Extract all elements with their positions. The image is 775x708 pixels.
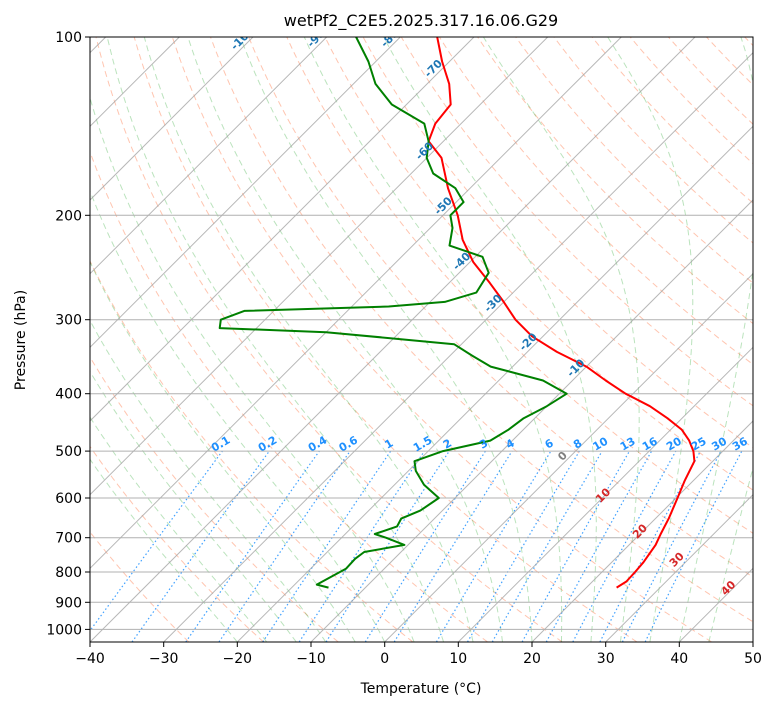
moist-adiabat	[678, 37, 753, 642]
dry-adiabat	[286, 37, 753, 534]
isotherm-line	[310, 199, 753, 642]
isotherm-line	[457, 346, 753, 642]
dry-adiabat	[90, 445, 264, 642]
isotherm-line	[90, 37, 696, 642]
mixing-ratio-line	[218, 450, 351, 642]
x-tick-label: 10	[449, 651, 467, 667]
dry-adiabat	[90, 259, 414, 642]
x-tick-label: 20	[523, 651, 541, 667]
y-tick-label: 800	[55, 565, 82, 581]
x-axis-label: Temperature (°C)	[360, 681, 482, 697]
mixing-ratio-line	[325, 450, 450, 642]
moist-adiabat	[607, 37, 694, 642]
y-axis-ticks: 100 200 300 400 500 600 700 800 900 1000	[46, 30, 90, 638]
mixing-ratio-line	[644, 450, 743, 642]
x-tick-label: 30	[597, 651, 615, 667]
dry-adiabat	[515, 37, 753, 284]
mixing-ratio-line	[545, 450, 653, 642]
isotherm-line	[236, 125, 753, 642]
mixing-ratio-line	[572, 450, 677, 642]
dewpoint-profile-line	[218, 37, 568, 589]
isotherm-line	[384, 272, 753, 642]
y-tick-label: 1000	[46, 622, 82, 638]
isotherm-line	[531, 420, 753, 642]
moist-adiabat	[383, 37, 597, 642]
y-tick-label: 100	[55, 30, 82, 46]
x-axis-ticks: −40 −30 −20 −10 0 10 20 30 40 50	[75, 642, 762, 667]
isotherm-line	[163, 51, 753, 642]
x-tick-label: 40	[670, 651, 688, 667]
moist-adiabat	[106, 37, 445, 642]
moist-adiabat	[303, 37, 563, 642]
moist-adiabat	[482, 37, 640, 642]
x-tick-label: −20	[223, 651, 253, 667]
mixing-ratio-line	[131, 450, 270, 642]
moist-adiabat	[90, 319, 327, 642]
y-tick-label: 200	[55, 208, 82, 224]
x-tick-label: −40	[75, 651, 105, 667]
moist-adiabat	[187, 37, 503, 642]
isotherm-line	[90, 37, 622, 570]
y-tick-label: 600	[55, 491, 82, 507]
moist-adiabat	[708, 466, 753, 642]
moist-adiabat	[143, 37, 474, 642]
isotherm-line	[90, 37, 549, 496]
y-tick-label: 700	[55, 531, 82, 547]
moist-adiabat	[90, 260, 356, 642]
dry-adiabat	[171, 37, 712, 642]
mixing-ratio-line	[262, 450, 392, 642]
x-tick-label: −10	[296, 651, 326, 667]
dry-adiabat	[210, 37, 753, 623]
y-tick-label: 500	[55, 444, 82, 460]
isotherm-line	[90, 37, 475, 422]
mixing-ratio-line	[185, 450, 320, 642]
sounding-series	[218, 37, 696, 589]
y-axis-label: Pressure (hPa)	[13, 290, 29, 390]
dry-adiabat	[133, 37, 638, 642]
isotherm-line	[605, 493, 753, 642]
x-tick-label: 0	[380, 651, 389, 667]
moist-adiabat	[90, 458, 238, 642]
moist-adiabat	[239, 37, 533, 642]
temperature-profile-line	[427, 37, 696, 589]
chart-title: wetPf2_C2E5.2025.317.16.06.G29	[284, 11, 558, 31]
moist-adiabat	[90, 416, 268, 642]
y-tick-label: 300	[55, 313, 82, 329]
dry-adiabat	[95, 37, 563, 642]
x-tick-label: −30	[149, 651, 179, 667]
dry-adiabat	[324, 37, 753, 491]
x-tick-label: 50	[744, 651, 762, 667]
isotherm-line	[90, 37, 254, 201]
mixing-ratio-line	[521, 450, 631, 642]
isotherm-line	[90, 37, 328, 275]
pressure-gridlines	[90, 37, 753, 630]
mixing-ratio-line	[393, 450, 513, 642]
plot-frame	[89, 36, 754, 643]
dry-adiabat	[248, 37, 753, 578]
mixing-ratio-line	[90, 450, 223, 632]
moist-adiabat	[90, 370, 297, 642]
moist-adiabat	[90, 189, 386, 642]
isotherm-line	[90, 37, 401, 349]
y-tick-label: 400	[55, 387, 82, 403]
dry-adiabat	[90, 356, 339, 642]
y-tick-label: 900	[55, 595, 82, 611]
